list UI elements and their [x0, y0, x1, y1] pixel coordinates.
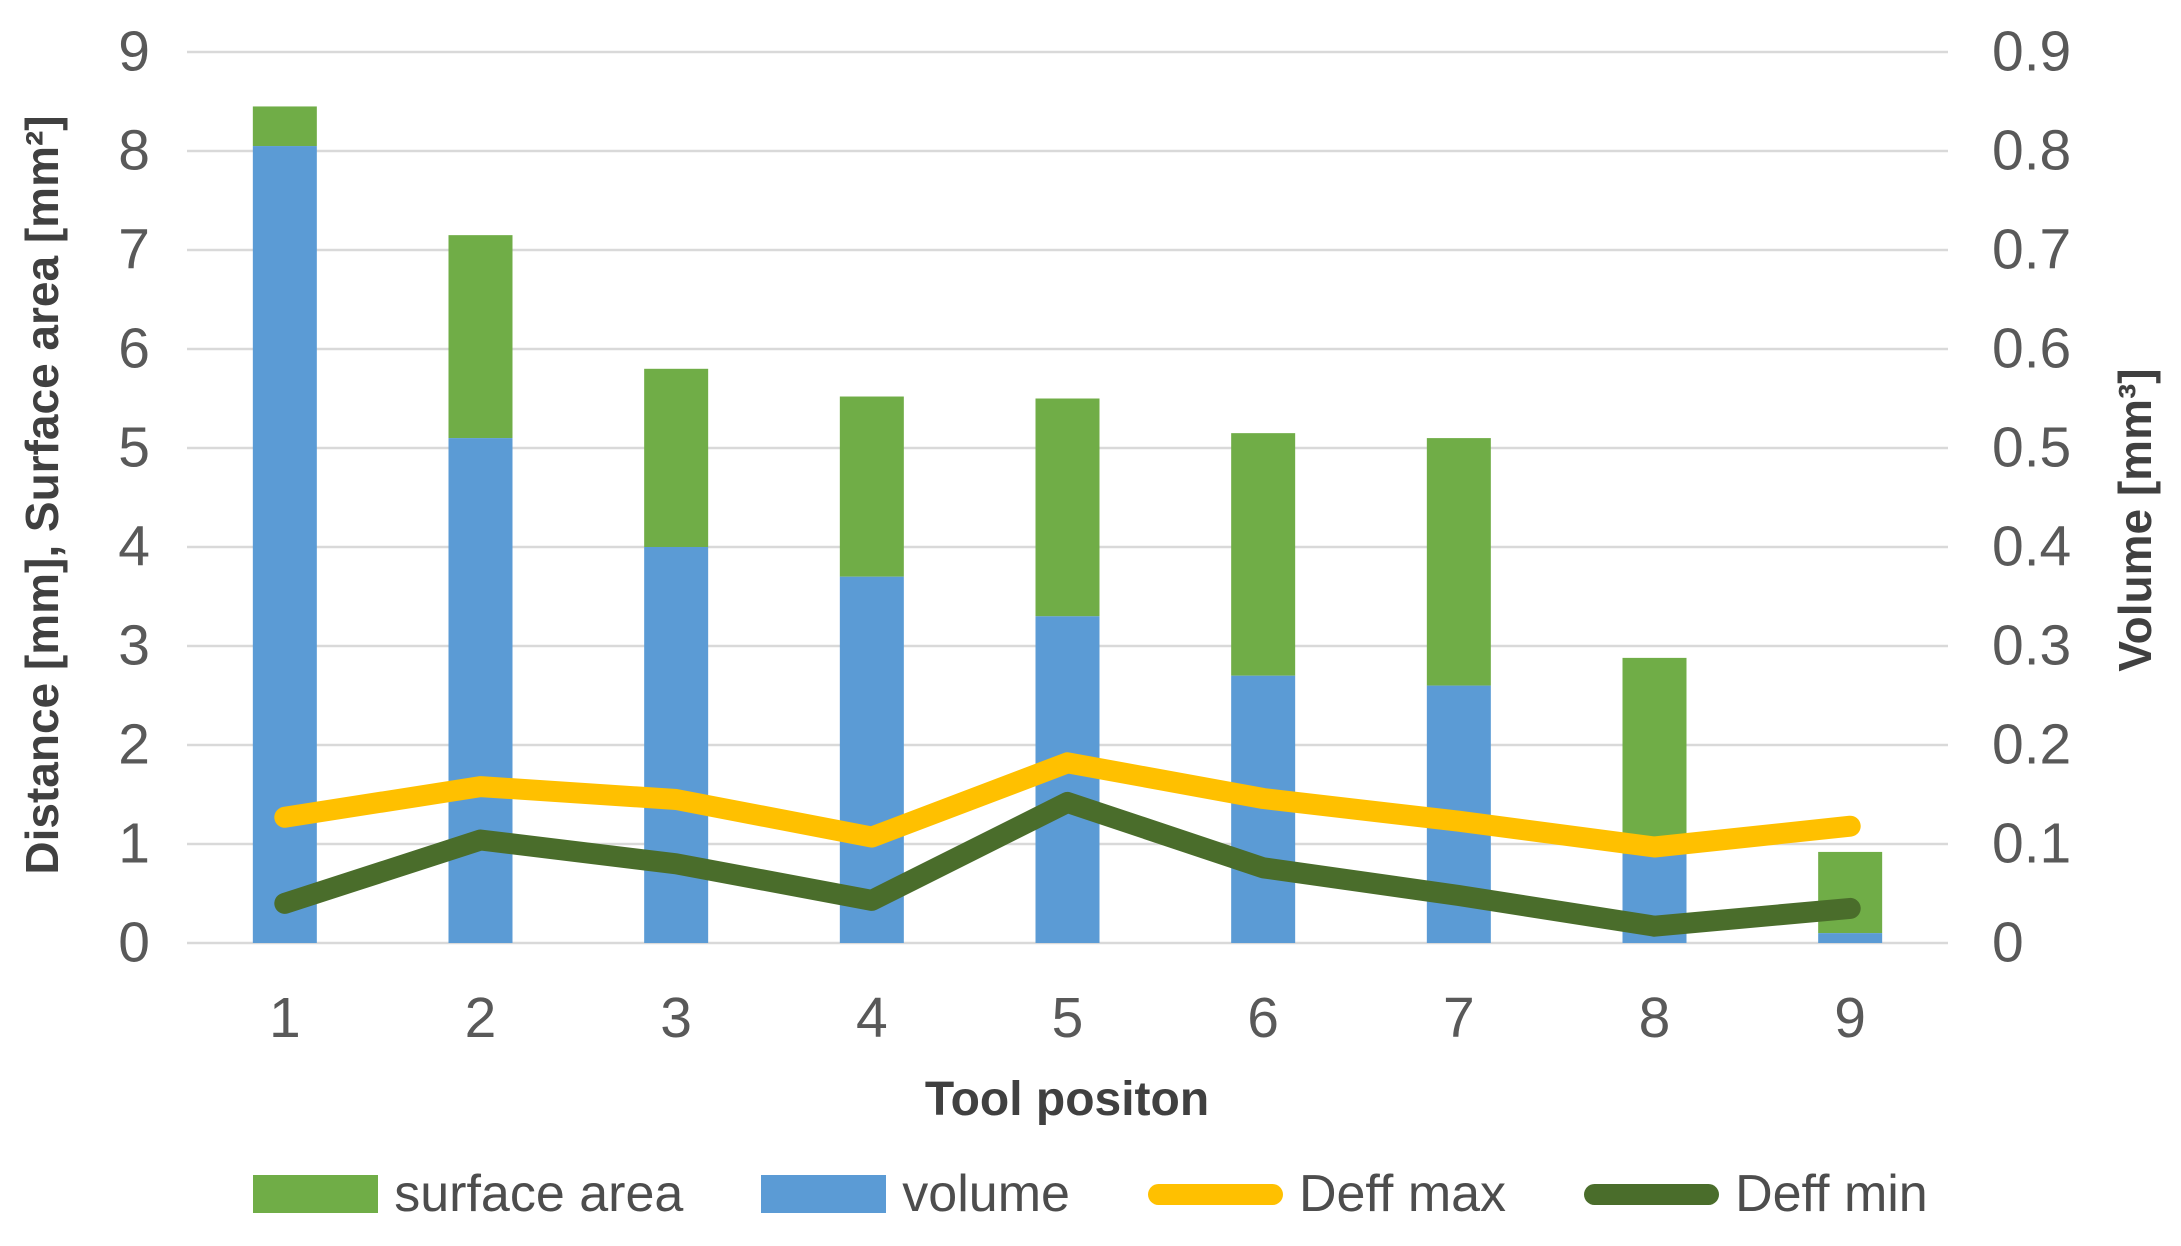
bar-segment-surface-area-4: [839, 396, 904, 577]
y-right-tick-0.9: 0.9: [1992, 19, 2072, 84]
y-left-tick-1: 1: [118, 811, 150, 876]
y-right-tick-0.8: 0.8: [1992, 118, 2072, 183]
legend-label: surface area: [394, 1165, 684, 1223]
legend-label: volume: [902, 1165, 1070, 1223]
x-tick-1: 1: [268, 986, 301, 1050]
y-right-tick-0.7: 0.7: [1992, 217, 2072, 282]
y-right-tick-0.5: 0.5: [1992, 415, 2072, 480]
y-axis-right-title: Volume [mm³]: [2109, 368, 2161, 672]
bar-segment-surface-area-1: [252, 106, 317, 147]
x-tick-9: 9: [1834, 986, 1867, 1050]
y-left-tick-2: 2: [118, 712, 150, 777]
y-right-tick-0.1: 0.1: [1992, 811, 2072, 876]
line-series-deff-max: [274, 752, 1861, 858]
bar-segment-surface-area-8: [1622, 657, 1687, 854]
x-tick-3: 3: [660, 986, 693, 1050]
legend-swatch-volume-bar-icon: [761, 1175, 887, 1213]
bar-segment-volume-2: [448, 438, 513, 943]
y-left-tick-6: 6: [118, 316, 150, 381]
y-right-tick-0.6: 0.6: [1992, 316, 2072, 381]
legend-item-volume: volume: [761, 1168, 1070, 1220]
legend-swatch-deff-max-line-icon: [1147, 1183, 1283, 1205]
line-series-deff-min: [274, 791, 1861, 937]
x-axis-title: Tool positon: [924, 1073, 1210, 1126]
legend-item-deff-max: Deff max: [1147, 1165, 1507, 1223]
x-tick-8: 8: [1638, 986, 1671, 1050]
bar-segment-surface-area-6: [1231, 433, 1296, 676]
bar-segment-surface-area-7: [1426, 438, 1491, 686]
y-right-tick-0: 0: [1992, 910, 2024, 975]
bar-segment-surface-area-3: [644, 368, 709, 547]
legend: surface area volume Deff max Deff min: [0, 1168, 2181, 1220]
x-tick-2: 2: [464, 986, 497, 1050]
y-right-tick-0.2: 0.2: [1992, 712, 2072, 777]
y-left-tick-0: 0: [118, 910, 150, 975]
legend-swatch-deff-min-line-icon: [1584, 1183, 1720, 1205]
y-left-tick-8: 8: [118, 118, 150, 183]
legend-item-deff-min: Deff min: [1584, 1168, 1928, 1220]
bar-segment-surface-area-2: [448, 235, 513, 439]
y-left-tick-3: 3: [118, 613, 150, 678]
legend-label: Deff min: [1735, 1165, 1928, 1223]
x-tick-6: 6: [1247, 986, 1280, 1050]
bar-segment-volume-3: [644, 547, 709, 943]
bar-segment-volume-9: [1818, 933, 1883, 943]
y-left-tick-4: 4: [118, 514, 150, 579]
y-right-tick-0.3: 0.3: [1992, 613, 2072, 678]
x-tick-4: 4: [855, 986, 888, 1050]
legend-swatch-surface-area-bar-icon: [253, 1175, 379, 1213]
bar-segment-surface-area-5: [1035, 398, 1100, 617]
y-left-tick-5: 5: [118, 415, 150, 480]
legend-label: Deff max: [1298, 1165, 1507, 1223]
x-tick-5: 5: [1051, 986, 1084, 1050]
y-axis-left-title: Distance [mm], Surface area [mm²]: [16, 115, 68, 875]
y-left-tick-9: 9: [118, 19, 150, 84]
legend-item-surface-area: surface area: [253, 1168, 683, 1220]
y-left-tick-7: 7: [118, 217, 150, 282]
x-tick-7: 7: [1442, 986, 1475, 1050]
y-right-tick-0.4: 0.4: [1992, 514, 2072, 579]
